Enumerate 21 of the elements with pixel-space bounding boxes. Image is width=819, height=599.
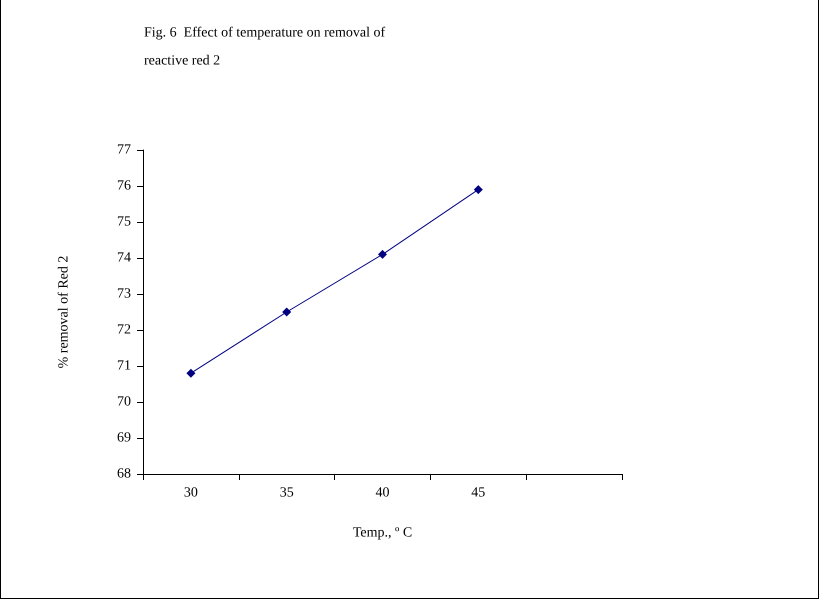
x-tick-label: 30: [184, 486, 198, 500]
point: [282, 308, 292, 316]
y-axis-title: % removal of Red 2: [56, 256, 72, 368]
point: [474, 185, 483, 194]
y-tick-label: 74: [117, 250, 131, 266]
y-tick-label: 69: [117, 430, 131, 446]
point: [378, 250, 387, 259]
x-tick-label: 35: [280, 486, 294, 500]
y-tick-label: 73: [117, 286, 131, 302]
x-axis-title: Temp., º C: [352, 526, 412, 540]
y-tick-label: 71: [117, 358, 131, 374]
point: [186, 368, 196, 378]
x-tick-label: 45: [471, 486, 486, 500]
chart-title: Fig. 6 Effect of temperature on removal of reactive red 2: [144, 26, 389, 68]
x-tick-label: 40: [376, 486, 390, 500]
y-tick-label: 70: [117, 394, 131, 410]
y-tick-label: 68: [117, 466, 131, 482]
y-tick-label: 72: [117, 322, 131, 338]
y-tick-label: 76: [117, 178, 131, 194]
y-tick-label: 75: [117, 214, 131, 230]
y-tick-label: 77: [117, 142, 131, 158]
